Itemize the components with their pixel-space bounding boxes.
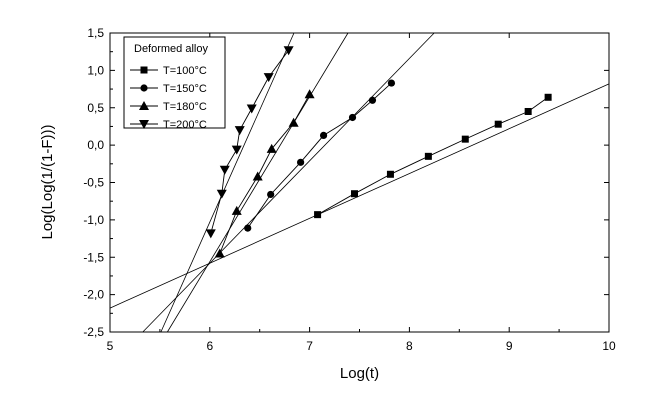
data-point xyxy=(244,224,252,232)
series-line xyxy=(247,82,392,229)
legend-box xyxy=(123,36,226,129)
y-tick-label: -1,5 xyxy=(83,250,104,264)
data-point xyxy=(524,107,532,115)
x-tick-label: 9 xyxy=(506,339,513,353)
data-point xyxy=(205,229,216,239)
data-point xyxy=(263,73,274,83)
x-tick-label: 10 xyxy=(602,339,616,353)
data-point xyxy=(424,152,432,160)
data-point xyxy=(267,190,275,199)
series-lines xyxy=(210,49,549,254)
legend-label: T=180°C xyxy=(163,101,207,113)
fit-line xyxy=(167,32,349,333)
data-point xyxy=(234,126,245,136)
legend-marker xyxy=(140,84,148,92)
y-tick-label: -2,0 xyxy=(83,288,104,302)
legend-marker xyxy=(140,66,148,74)
fit-line xyxy=(142,32,435,333)
data-point xyxy=(297,158,305,166)
x-tick-label: 6 xyxy=(206,339,213,353)
data-point xyxy=(216,189,227,199)
data-point xyxy=(219,165,230,175)
data-point xyxy=(494,120,502,128)
y-tick-label: -1,0 xyxy=(83,213,104,227)
y-axis-title: Log(Log(1/(1-F))) xyxy=(39,124,56,239)
x-tick-label: 7 xyxy=(306,339,313,353)
fit-lines xyxy=(109,32,610,333)
legend-label: T=200°C xyxy=(163,119,207,131)
y-tick-label: -0,5 xyxy=(83,176,104,190)
data-point xyxy=(368,96,377,104)
data-point xyxy=(231,205,242,215)
fit-line xyxy=(109,83,610,309)
y-tick-label: 0,5 xyxy=(87,101,104,115)
legend-marker xyxy=(139,120,149,129)
legend-label: T=150°C xyxy=(163,83,207,95)
series-line xyxy=(219,94,310,254)
y-tick-label: 1,5 xyxy=(87,26,104,40)
x-axis: 5 6 7 8 9 10 xyxy=(107,33,616,353)
data-point xyxy=(266,143,277,153)
legend-title: Deformed alloy xyxy=(134,43,208,55)
data-point xyxy=(351,190,359,198)
data-point xyxy=(283,46,294,56)
data-point xyxy=(246,104,257,114)
y-axis: -2,5 -2,0 -1,5 -1,0 -0,5 0,0 0,5 1,0 1,5 xyxy=(83,26,609,339)
data-point xyxy=(544,93,552,101)
data-point xyxy=(288,117,299,127)
data-point xyxy=(231,145,242,155)
data-point xyxy=(386,170,394,178)
data-point xyxy=(348,113,357,122)
legend: Deformed alloy T=100°C T=150°C T=180°C T=20… xyxy=(123,36,226,131)
legend-label: T=100°C xyxy=(163,65,207,77)
series-markers xyxy=(205,46,552,258)
x-tick-label: 5 xyxy=(107,339,114,353)
y-tick-label: -2,5 xyxy=(83,325,104,339)
data-point xyxy=(461,135,469,143)
data-point xyxy=(314,211,322,219)
data-point xyxy=(387,79,396,87)
data-point xyxy=(319,131,328,140)
y-tick-label: 1,0 xyxy=(87,63,104,77)
x-axis-title: Log(t) xyxy=(340,365,379,382)
series-line xyxy=(317,96,549,215)
x-tick-label: 8 xyxy=(406,339,413,353)
data-point xyxy=(304,89,315,99)
data-point xyxy=(252,171,263,181)
fit-line xyxy=(160,32,295,333)
legend-marker xyxy=(139,101,149,110)
data-point xyxy=(214,248,225,258)
y-tick-label: 0,0 xyxy=(87,138,104,152)
